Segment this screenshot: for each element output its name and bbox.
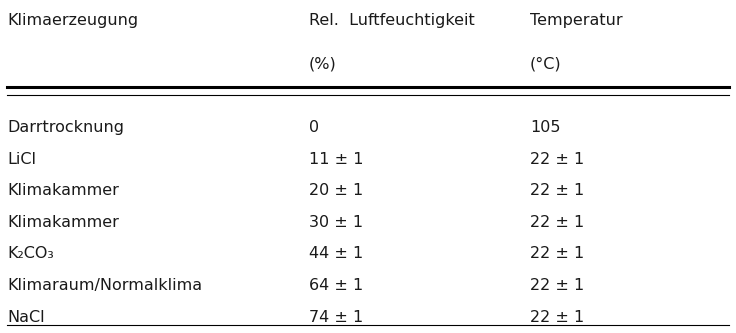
Text: 105: 105: [530, 120, 560, 135]
Text: 22 ± 1: 22 ± 1: [530, 278, 584, 293]
Text: 22 ± 1: 22 ± 1: [530, 152, 584, 166]
Text: 0: 0: [309, 120, 319, 135]
Text: K₂CO₃: K₂CO₃: [7, 246, 54, 261]
Text: 22 ± 1: 22 ± 1: [530, 215, 584, 230]
Text: 44 ± 1: 44 ± 1: [309, 246, 364, 261]
Text: 74 ± 1: 74 ± 1: [309, 310, 364, 325]
Text: 64 ± 1: 64 ± 1: [309, 278, 364, 293]
Text: NaCl: NaCl: [7, 310, 45, 325]
Text: Darrtrocknung: Darrtrocknung: [7, 120, 124, 135]
Text: Temperatur: Temperatur: [530, 13, 623, 28]
Text: Klimakammer: Klimakammer: [7, 215, 119, 230]
Text: 30 ± 1: 30 ± 1: [309, 215, 364, 230]
Text: LiCl: LiCl: [7, 152, 36, 166]
Text: (°C): (°C): [530, 57, 562, 72]
Text: 11 ± 1: 11 ± 1: [309, 152, 364, 166]
Text: 22 ± 1: 22 ± 1: [530, 246, 584, 261]
Text: 20 ± 1: 20 ± 1: [309, 183, 364, 198]
Text: 22 ± 1: 22 ± 1: [530, 183, 584, 198]
Text: 22 ± 1: 22 ± 1: [530, 310, 584, 325]
Text: Klimakammer: Klimakammer: [7, 183, 119, 198]
Text: (%): (%): [309, 57, 337, 72]
Text: Klimaerzeugung: Klimaerzeugung: [7, 13, 138, 28]
Text: Klimaraum/Normalklima: Klimaraum/Normalklima: [7, 278, 202, 293]
Text: Rel.  Luftfeuchtigkeit: Rel. Luftfeuchtigkeit: [309, 13, 475, 28]
